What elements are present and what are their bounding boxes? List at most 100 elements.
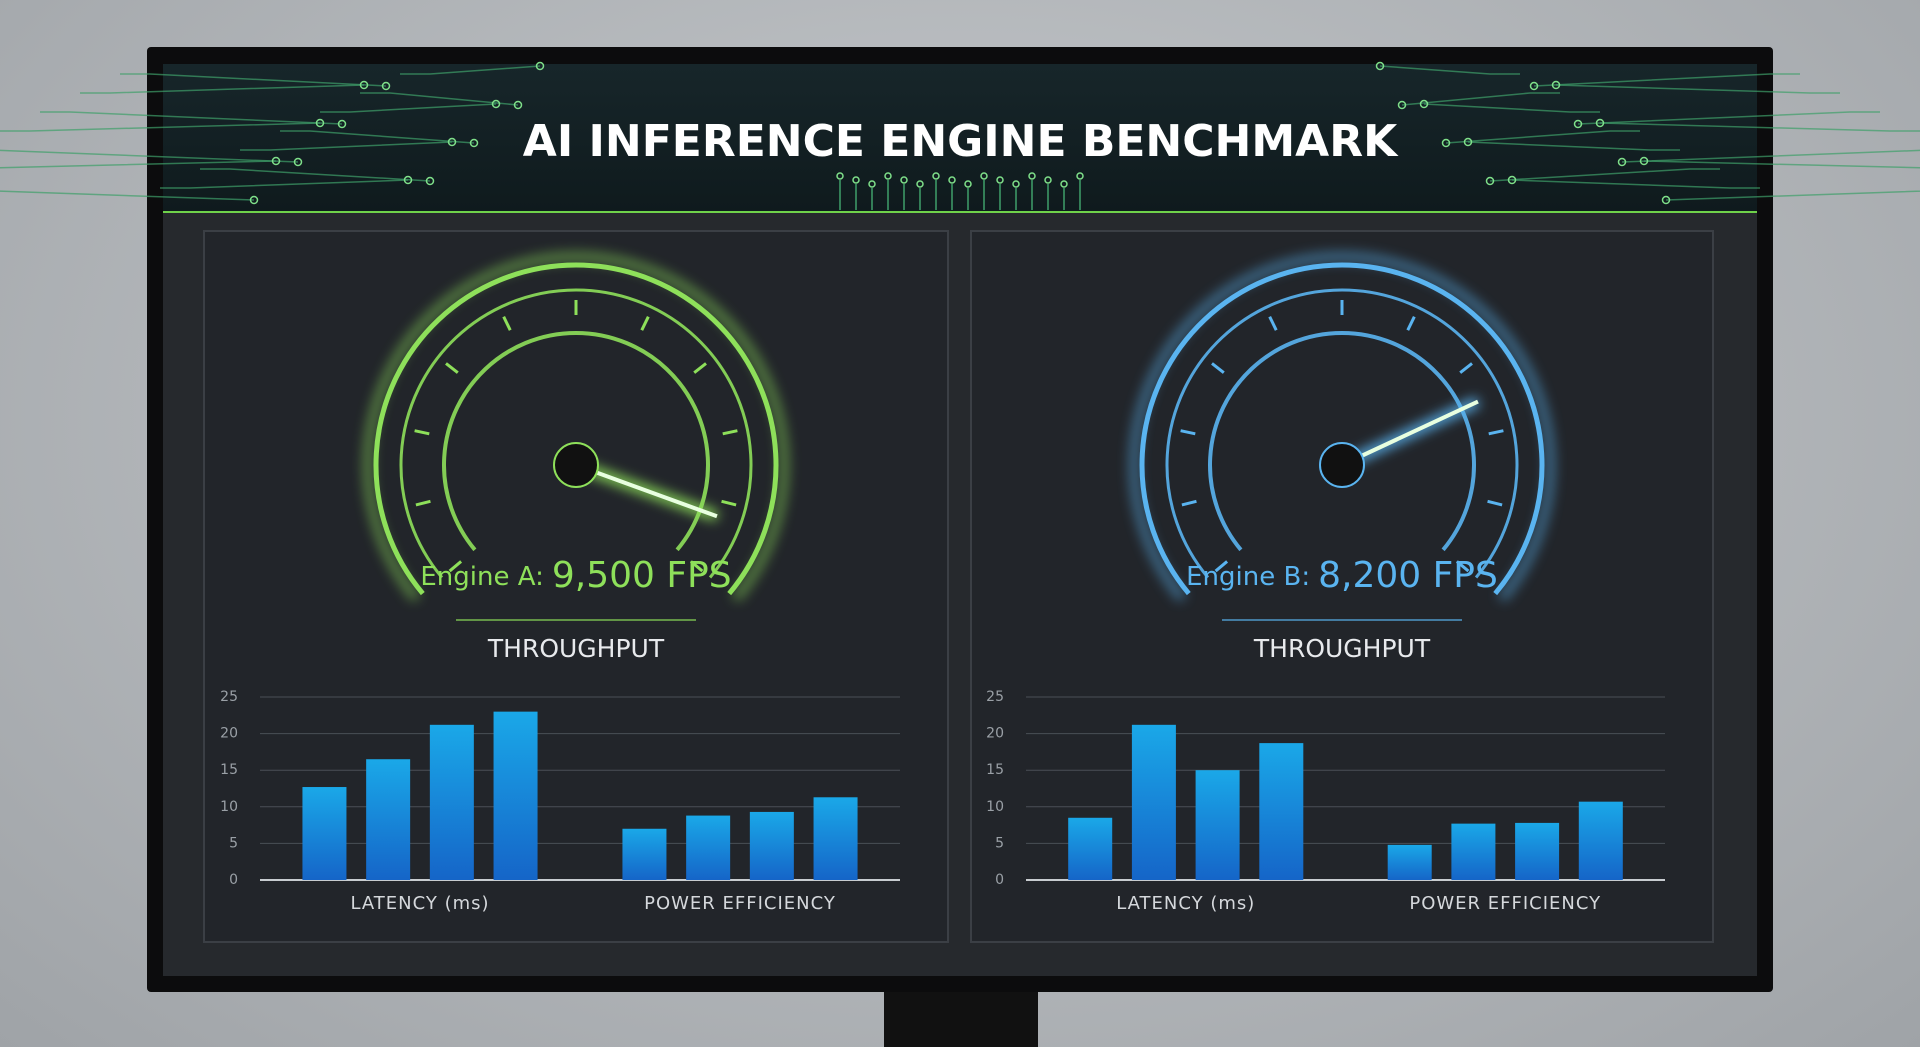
y-tick-label: 20 xyxy=(986,726,1004,742)
gauge-caption: THROUGHPUT xyxy=(1253,634,1431,663)
circuit-trace xyxy=(1445,130,1640,144)
circuit-node xyxy=(513,100,523,110)
bar xyxy=(749,811,794,880)
gauge-tick xyxy=(1211,362,1225,374)
bar xyxy=(622,828,667,880)
circuit-node xyxy=(868,180,876,188)
x-tick-label: LATENCY (ms) xyxy=(350,893,489,914)
circuit-node xyxy=(836,172,844,180)
circuit-trace xyxy=(1511,179,1760,189)
gauge-tick xyxy=(1488,429,1504,436)
header-band xyxy=(163,64,1757,212)
circuit-node xyxy=(964,180,972,188)
circuit-trace xyxy=(1599,122,1920,132)
y-tick-label: 20 xyxy=(220,726,238,742)
dashboard-title: AI INFERENCE ENGINE BENCHMARK xyxy=(523,116,1399,167)
circuit-trace xyxy=(200,168,431,182)
circuit-node xyxy=(1485,176,1495,186)
circuit-node xyxy=(1060,180,1068,188)
circuit-trace xyxy=(1577,111,1880,125)
gauge-needle xyxy=(575,463,718,519)
circuit-node xyxy=(403,175,413,185)
y-tick-label: 25 xyxy=(986,689,1004,705)
bar xyxy=(1515,822,1560,880)
bar xyxy=(1195,770,1240,880)
circuit-node xyxy=(1617,157,1627,167)
circuit-trace xyxy=(1665,190,1920,201)
circuit-trace xyxy=(1533,73,1800,87)
circuit-node xyxy=(271,156,281,166)
gauge-tick xyxy=(721,499,737,507)
gauge-value: 9,500 FPS xyxy=(552,555,732,596)
bar xyxy=(302,787,347,880)
circuit-node xyxy=(249,195,259,205)
circuit-node xyxy=(1028,172,1036,180)
circuit-trace xyxy=(240,141,453,151)
circuit-trace xyxy=(0,190,255,201)
circuit-trace xyxy=(40,111,343,125)
circuit-trace xyxy=(1423,103,1600,113)
gauge-arc xyxy=(1208,331,1476,552)
gauge-tick xyxy=(1268,316,1278,331)
gauge-arc xyxy=(1129,252,1555,602)
circuit-node xyxy=(932,172,940,180)
circuit-trace xyxy=(1643,160,1920,169)
y-tick-label: 10 xyxy=(220,799,238,815)
gauge-tick xyxy=(1181,499,1197,507)
y-tick-label: 15 xyxy=(220,762,238,778)
circuit-node xyxy=(1661,195,1671,205)
circuit-trace xyxy=(0,160,277,169)
bar xyxy=(1259,743,1304,880)
circuit-trace xyxy=(320,103,497,113)
gauge-tick xyxy=(1214,560,1229,573)
y-tick-label: 15 xyxy=(986,762,1004,778)
y-tick-label: 0 xyxy=(995,872,1004,888)
circuit-trace xyxy=(0,149,299,163)
circuit-trace xyxy=(1489,168,1720,182)
circuit-node xyxy=(1463,137,1473,147)
circuit-node xyxy=(1639,156,1649,166)
gauge-arc xyxy=(1139,262,1545,596)
gauge-label: Engine B: xyxy=(1186,562,1310,592)
gauge-needle xyxy=(1341,399,1479,467)
circuit-node xyxy=(469,138,479,148)
gauge-tick xyxy=(414,429,430,436)
gauge-tick xyxy=(1180,429,1196,436)
gauge-readout: Engine A: 9,500 FPS xyxy=(420,555,731,596)
circuit-node xyxy=(359,80,369,90)
gauge-arc xyxy=(442,331,710,552)
bar xyxy=(366,759,411,880)
gauge-tick xyxy=(445,362,459,374)
circuit-node xyxy=(1595,118,1605,128)
bar xyxy=(813,797,858,880)
circuit-node xyxy=(535,61,545,71)
circuit-node xyxy=(425,176,435,186)
circuit-node xyxy=(996,176,1004,184)
circuit-node xyxy=(980,172,988,180)
circuit-node xyxy=(381,81,391,91)
circuit-node xyxy=(916,180,924,188)
gauge-caption: THROUGHPUT xyxy=(487,634,665,663)
circuit-trace xyxy=(360,92,519,106)
gauge-tick xyxy=(722,429,738,436)
circuit-node xyxy=(337,119,347,129)
gauge-tick xyxy=(689,560,704,573)
y-tick-label: 5 xyxy=(229,835,238,851)
y-tick-label: 10 xyxy=(986,799,1004,815)
circuit-node xyxy=(1397,100,1407,110)
circuit-node xyxy=(293,157,303,167)
bar xyxy=(493,711,538,880)
gauge-arc xyxy=(399,288,753,579)
circuit-trace xyxy=(280,130,475,144)
gauge-hub xyxy=(553,442,599,488)
gauge-arc xyxy=(1165,288,1519,579)
circuit-trace xyxy=(400,65,541,75)
gauge-value: 8,200 FPS xyxy=(1318,555,1498,596)
gauge-tick xyxy=(502,316,512,331)
circuit-trace xyxy=(80,84,365,94)
gauge-tick xyxy=(1406,316,1416,331)
circuit-node xyxy=(491,99,501,109)
bar xyxy=(429,724,474,880)
circuit-trace xyxy=(1379,65,1520,75)
bar xyxy=(1451,823,1496,880)
